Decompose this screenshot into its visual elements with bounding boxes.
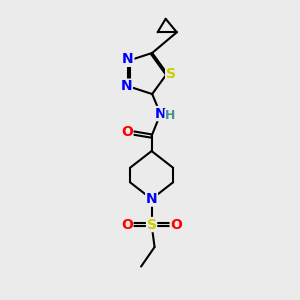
Text: N: N	[121, 79, 132, 93]
Text: O: O	[170, 218, 182, 232]
Text: N: N	[155, 106, 167, 121]
Text: N: N	[122, 52, 134, 66]
Text: H: H	[165, 110, 175, 122]
Text: O: O	[121, 218, 133, 232]
Text: O: O	[121, 125, 133, 140]
Text: S: S	[166, 67, 176, 80]
Text: S: S	[147, 218, 157, 232]
Text: N: N	[146, 192, 158, 206]
